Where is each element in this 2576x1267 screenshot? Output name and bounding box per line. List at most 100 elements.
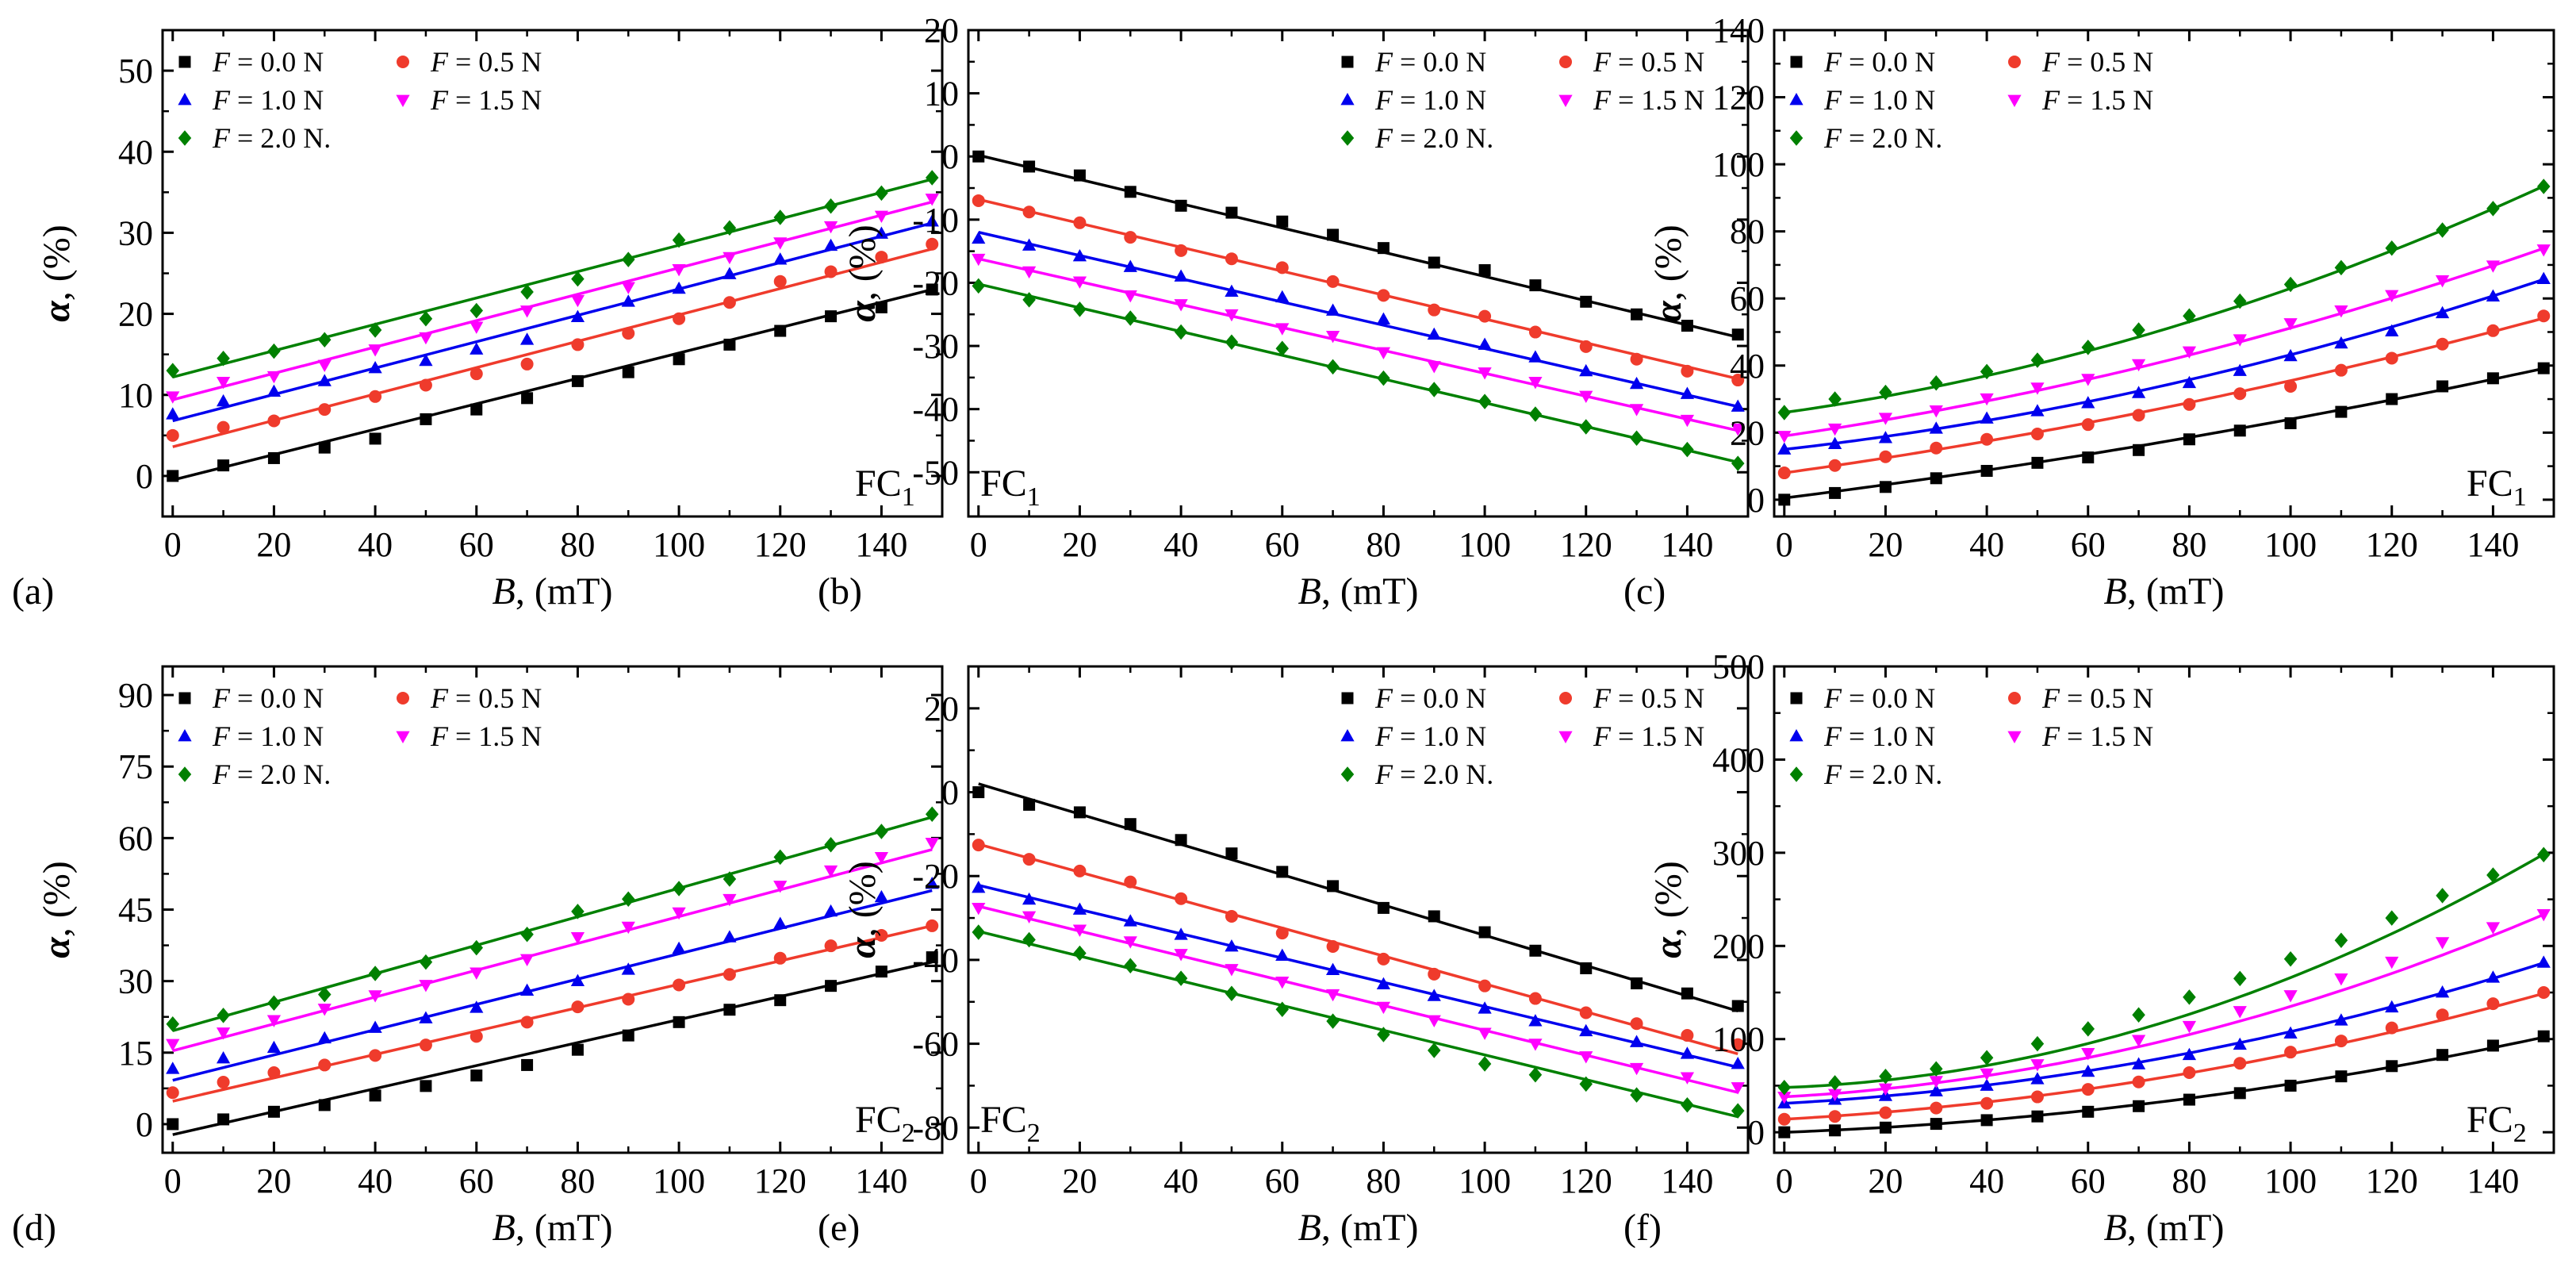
- y-axis-label-symbol: α: [1647, 936, 1689, 958]
- fit-line: [978, 843, 1738, 1055]
- data-point: [673, 353, 685, 366]
- data-point: [521, 392, 534, 405]
- legend-label-value: = 1.5 N: [448, 720, 542, 752]
- series-3: [1777, 908, 2551, 1104]
- legend-label-var: F: [2041, 682, 2060, 714]
- data-point: [1427, 1015, 1441, 1028]
- corner-label: FC1: [855, 463, 915, 512]
- data-point: [217, 1076, 230, 1089]
- data-point: [419, 332, 433, 345]
- x-tick-label: 40: [358, 1161, 393, 1200]
- fit-line: [978, 231, 1738, 409]
- fit-line: [1784, 367, 2544, 500]
- data-point: [1225, 964, 1239, 977]
- data-point: [1580, 295, 1593, 308]
- legend-marker: [1558, 731, 1573, 743]
- legend-marker: [1558, 94, 1573, 107]
- data-point: [2132, 409, 2145, 422]
- data-point: [622, 992, 635, 1006]
- data-point: [267, 343, 281, 359]
- data-point: [1681, 441, 1694, 458]
- data-point: [1680, 414, 1695, 428]
- data-point: [419, 353, 433, 367]
- data-point: [1828, 391, 1842, 407]
- y-tick-label: -10: [912, 201, 959, 240]
- data-point: [1980, 432, 1994, 446]
- data-point: [1930, 1061, 1943, 1077]
- y-tick-label: -40: [912, 390, 959, 429]
- plot-frame: [1773, 665, 2555, 1154]
- corner-label-sub: 2: [2513, 1119, 2527, 1148]
- data-point: [368, 966, 382, 981]
- legend-label-var: F: [430, 682, 449, 714]
- y-tick-label: 400: [1712, 740, 1765, 779]
- data-point: [1428, 303, 1441, 317]
- data-point: [723, 220, 737, 236]
- data-point: [420, 1080, 432, 1092]
- data-point: [1428, 256, 1440, 269]
- legend-marker: [178, 729, 192, 742]
- data-point: [972, 903, 986, 916]
- y-axis-label-symbol: α: [1647, 300, 1689, 322]
- fit-line: [1784, 278, 2544, 451]
- legend-label-value: = 1.0 N: [230, 720, 324, 752]
- data-point: [2183, 433, 2195, 446]
- legend-label: F = 2.0 N.: [1823, 122, 1942, 154]
- legend-marker: [1789, 130, 1804, 146]
- data-point: [1680, 1072, 1695, 1085]
- data-point: [621, 294, 635, 307]
- data-point: [723, 338, 736, 351]
- y-tick-label: 10: [118, 376, 153, 415]
- data-point: [2133, 1100, 2145, 1112]
- data-point: [1225, 309, 1239, 322]
- fit-line: [978, 198, 1738, 381]
- data-point: [1980, 1114, 1993, 1127]
- data-point: [773, 275, 787, 288]
- legend-marker: [1789, 93, 1804, 106]
- legend-marker: [1340, 130, 1355, 146]
- data-point: [520, 284, 534, 300]
- legend-label: F = 0.0 N: [212, 682, 324, 714]
- data-point: [2436, 888, 2449, 904]
- corner-label-main: FC: [980, 463, 1027, 505]
- data-point: [2031, 456, 2044, 469]
- series-2: [1777, 271, 2551, 455]
- panel-label: (b): [818, 570, 862, 612]
- data-point: [1376, 312, 1391, 324]
- data-point: [1072, 249, 1087, 262]
- data-point: [368, 990, 382, 1003]
- data-point: [1630, 1017, 1643, 1031]
- data-point: [1629, 1062, 1644, 1076]
- x-axis-label-symbol: B: [493, 570, 516, 612]
- data-point: [2486, 1039, 2499, 1052]
- y-tick-label: 20: [924, 689, 959, 728]
- data-point: [1073, 806, 1086, 819]
- series-0: [1778, 1030, 2550, 1138]
- data-point: [925, 170, 939, 186]
- data-point: [875, 824, 888, 839]
- legend-marker: [2007, 94, 2022, 107]
- data-point: [2182, 1047, 2197, 1061]
- data-point: [875, 928, 888, 942]
- data-point: [1731, 399, 1745, 412]
- legend-label-var: F: [1823, 720, 1842, 752]
- data-point: [1681, 987, 1693, 1000]
- y-tick-label: 100: [1712, 1020, 1765, 1059]
- data-point: [266, 1015, 282, 1027]
- y-tick-label: 500: [1712, 647, 1765, 686]
- fit-line: [172, 889, 933, 1082]
- x-axis-label: B, (mT): [493, 1207, 613, 1249]
- x-tick-label: 20: [256, 525, 291, 564]
- data-point: [1731, 1082, 1745, 1095]
- data-point: [875, 301, 887, 313]
- legend-label-value: = 0.5 N: [448, 682, 542, 714]
- data-point: [317, 1004, 332, 1016]
- data-point: [1072, 276, 1087, 289]
- data-point: [1929, 405, 1943, 418]
- y-axis-label: α, (%): [841, 225, 884, 322]
- data-point: [1428, 910, 1440, 923]
- data-point: [723, 968, 736, 981]
- data-point: [2131, 1035, 2146, 1047]
- data-point: [723, 1004, 736, 1016]
